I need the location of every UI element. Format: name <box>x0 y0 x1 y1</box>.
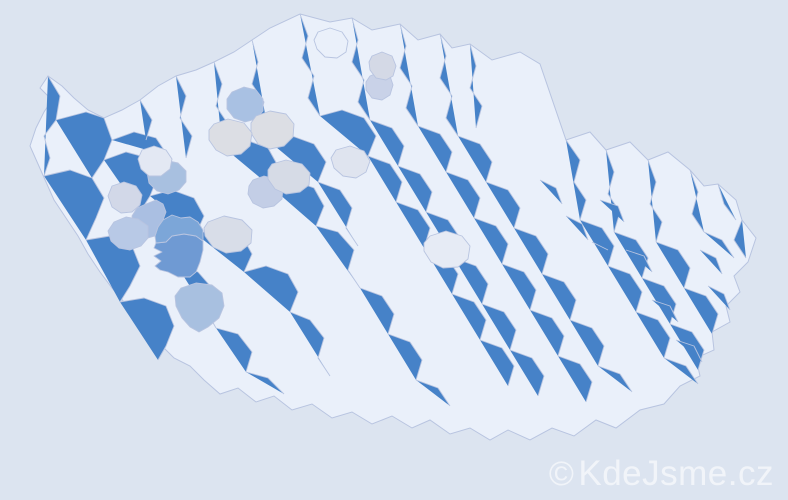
district-low-medium-west[interactable] <box>107 181 143 214</box>
district-very-high[interactable] <box>154 214 204 244</box>
district-medium-west-a[interactable] <box>107 216 149 251</box>
district-low-medium-north-border[interactable] <box>368 51 397 81</box>
country-outline <box>29 13 757 441</box>
district-verylow-north[interactable] <box>313 27 349 59</box>
district-layer[interactable] <box>29 13 757 441</box>
district-gray-center-a[interactable] <box>267 159 311 195</box>
district-gray-northcenter[interactable] <box>330 145 371 179</box>
shaded-district-layer[interactable] <box>107 27 471 333</box>
district-boundary-layer <box>43 13 747 407</box>
district-high-south[interactable] <box>174 282 225 333</box>
district-gray-center-b[interactable] <box>203 215 253 254</box>
district-verylow-center[interactable] <box>423 230 471 269</box>
district-gray-west-upper[interactable] <box>137 145 173 177</box>
district-gray-north-a[interactable] <box>250 110 295 150</box>
district-gray-north-b[interactable] <box>208 118 253 157</box>
